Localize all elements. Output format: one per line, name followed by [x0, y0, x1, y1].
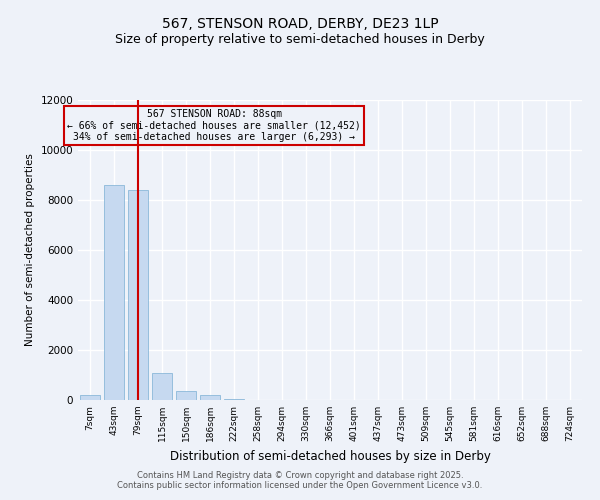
Text: Contains HM Land Registry data © Crown copyright and database right 2025.
Contai: Contains HM Land Registry data © Crown c…: [118, 470, 482, 490]
Bar: [200, 395, 220, 400]
X-axis label: Distribution of semi-detached houses by size in Derby: Distribution of semi-detached houses by …: [170, 450, 490, 462]
Bar: [152, 372, 172, 400]
Text: Size of property relative to semi-detached houses in Derby: Size of property relative to semi-detach…: [115, 32, 485, 46]
Bar: [176, 391, 196, 400]
Bar: [104, 185, 124, 400]
Y-axis label: Number of semi-detached properties: Number of semi-detached properties: [25, 154, 35, 346]
Bar: [224, 399, 244, 400]
Text: 567, STENSON ROAD, DERBY, DE23 1LP: 567, STENSON ROAD, DERBY, DE23 1LP: [161, 18, 439, 32]
Text: 567 STENSON ROAD: 88sqm
← 66% of semi-detached houses are smaller (12,452)
34% o: 567 STENSON ROAD: 88sqm ← 66% of semi-de…: [67, 109, 361, 142]
Bar: [128, 190, 148, 400]
Bar: [80, 395, 100, 400]
